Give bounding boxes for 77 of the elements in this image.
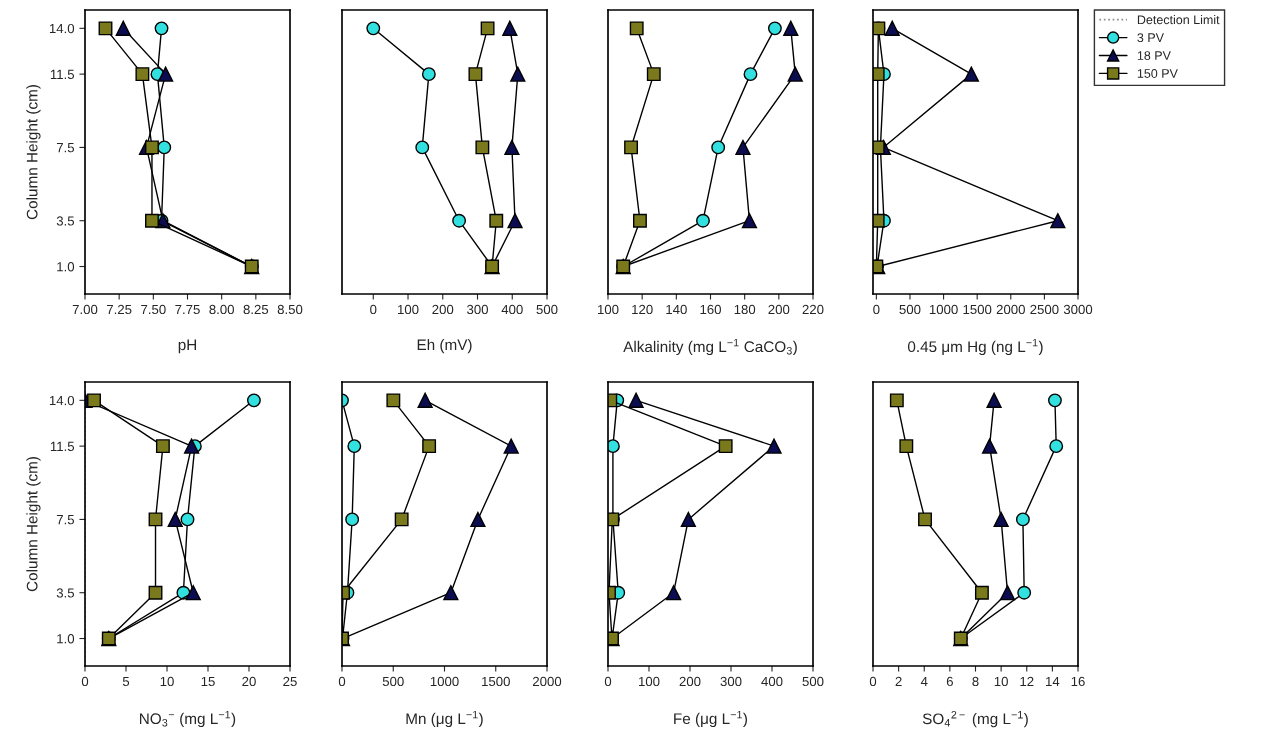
x-tick-label: 8.25: [243, 304, 269, 315]
x-tick-label: 1000: [929, 304, 958, 315]
y-tick-label: 1.0: [57, 634, 75, 644]
x-tick-label: 500: [899, 304, 921, 315]
x-axis-title: Eh (mV): [417, 338, 472, 354]
x-tick-label: 200: [768, 304, 790, 315]
x-tick-label: 2000: [532, 676, 562, 687]
y-tick-label: 14.0: [49, 395, 75, 406]
x-tick-label: 300: [720, 676, 742, 687]
x-tick-label: 7.50: [141, 304, 166, 315]
x-tick-label: 300: [467, 304, 488, 315]
y-axis-title: Column Height (cm): [26, 85, 41, 220]
x-tick-label: 0: [869, 676, 877, 687]
x-tick-label: 5: [122, 676, 130, 687]
y-tick-label: 1.0: [57, 262, 75, 272]
x-tick-label: 200: [679, 676, 701, 687]
x-axis-title: NO$_{3}$$^{−}$ (mg L$^{−1}$): [140, 710, 236, 728]
x-tick-label: 2: [895, 676, 902, 686]
x-tick-label: 0: [338, 676, 346, 687]
x-tick-label: 8: [972, 676, 979, 687]
x-axis-title: Fe (μg L$^{−1}$): [674, 710, 747, 728]
x-tick-label: 0: [370, 304, 377, 315]
x-tick-label: 10: [994, 676, 1008, 687]
legend-label: 18 PV: [1137, 51, 1171, 60]
x-tick-label: 500: [382, 676, 404, 687]
x-tick-label: 160: [700, 304, 721, 315]
x-tick-label: 14: [1046, 676, 1060, 686]
x-axis-title: SO$_{4}$$^{2−}$ (mg L$^{−1}$): [922, 710, 1028, 728]
x-tick-label: 100: [639, 676, 660, 687]
legend-label: Detection Limit: [1137, 15, 1220, 25]
x-tick-label: 7.25: [107, 304, 132, 315]
x-axis-title: 0.45 μm Hg (ng L$^{−1}$): [907, 338, 1043, 356]
x-tick-label: 140: [666, 304, 687, 315]
x-tick-label: 15: [201, 676, 215, 687]
x-tick-label: 0: [604, 676, 612, 687]
x-tick-label: 1500: [963, 304, 992, 315]
x-tick-label: 200: [432, 304, 454, 315]
x-tick-label: 8.50: [277, 304, 303, 315]
x-tick-label: 100: [598, 304, 619, 315]
x-tick-label: 1500: [482, 676, 510, 687]
x-tick-label: 6: [946, 676, 953, 687]
x-tick-label: 400: [501, 304, 523, 315]
y-tick-label: 7.5: [56, 143, 75, 153]
x-axis-title: Mn (μg L$^{−1}$): [406, 710, 483, 728]
x-tick-label: 12: [1020, 676, 1034, 686]
y-tick-label: 3.5: [56, 216, 75, 226]
legend-label: 3 PV: [1137, 33, 1164, 43]
x-tick-label: 2500: [1030, 304, 1059, 315]
x-tick-label: 100: [398, 304, 419, 315]
x-tick-label: 220: [802, 304, 824, 315]
legend-label: 150 PV: [1137, 69, 1178, 78]
y-tick-label: 11.5: [50, 441, 75, 452]
x-tick-label: 0: [81, 676, 89, 687]
x-tick-label: 7.00: [72, 304, 98, 315]
y-tick-label: 7.5: [56, 515, 75, 525]
x-tick-label: 20: [242, 676, 256, 687]
x-tick-label: 120: [632, 304, 653, 315]
x-axis-title: pH: [178, 339, 197, 354]
x-tick-label: 180: [734, 304, 756, 315]
y-tick-label: 11.5: [50, 69, 75, 80]
x-tick-label: 7.75: [175, 304, 200, 315]
x-tick-label: 25: [283, 676, 297, 687]
x-tick-label: 500: [536, 304, 558, 315]
x-tick-label: 8.00: [209, 304, 234, 315]
x-tick-label: 400: [761, 676, 783, 687]
x-axis-title: Alkalinity (mg L$^{−1}$ CaCO$_{3}$): [623, 338, 797, 356]
x-tick-label: 500: [802, 676, 824, 687]
y-tick-label: 14.0: [49, 23, 75, 34]
x-tick-label: 0: [873, 304, 880, 315]
x-tick-label: 2000: [996, 304, 1025, 315]
y-tick-label: 3.5: [56, 588, 75, 598]
x-tick-label: 1000: [430, 676, 459, 687]
y-axis-title: Column Height (cm): [26, 457, 41, 592]
x-tick-label: 10: [160, 676, 174, 687]
x-tick-label: 3000: [1063, 304, 1093, 315]
x-tick-label: 4: [920, 676, 928, 686]
x-tick-label: 16: [1071, 676, 1085, 687]
